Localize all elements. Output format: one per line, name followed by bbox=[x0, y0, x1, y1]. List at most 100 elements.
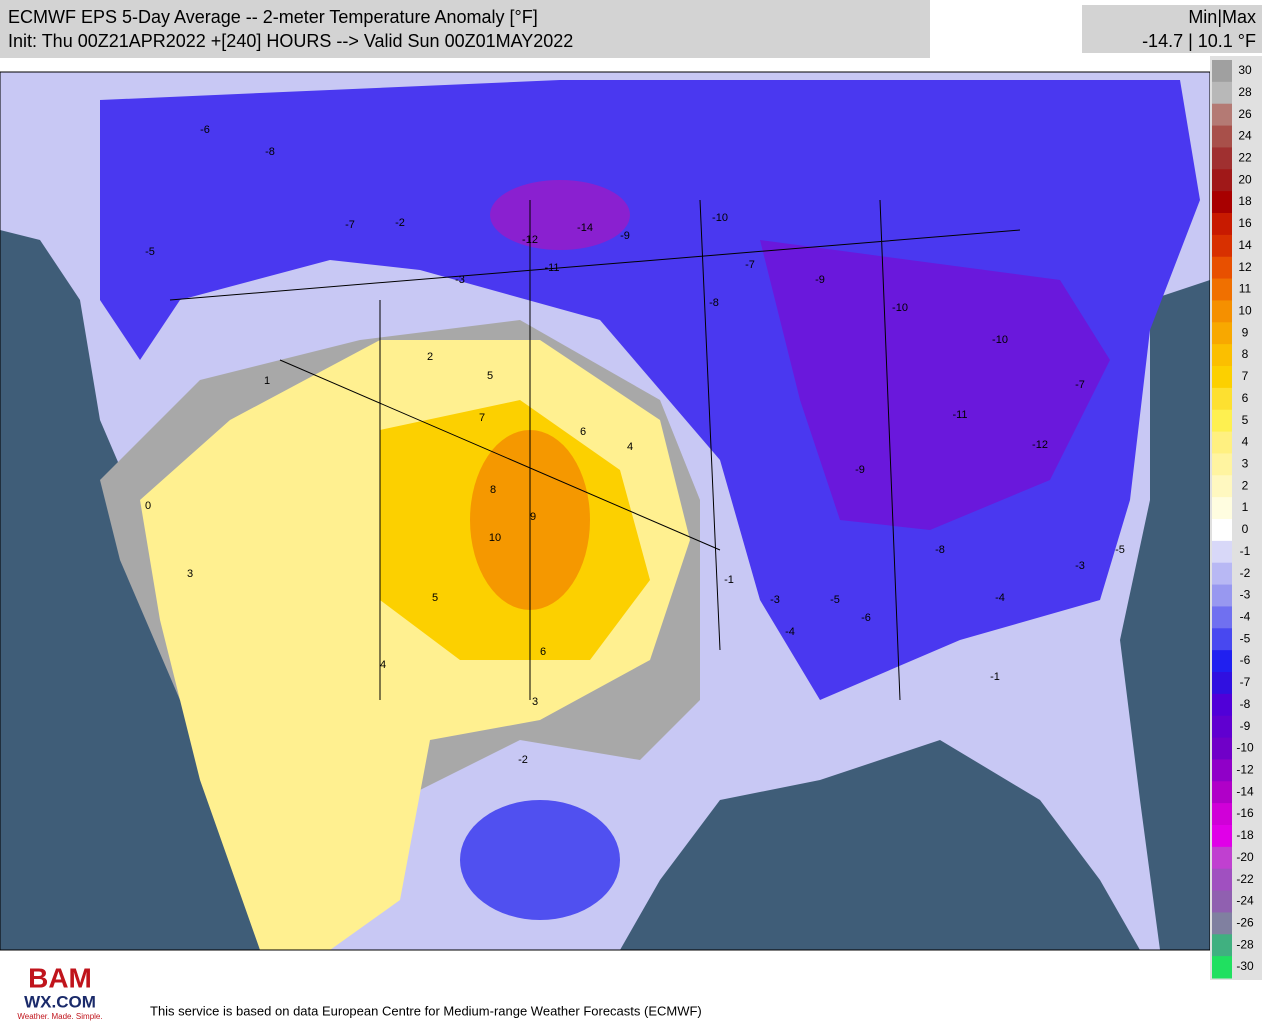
colorbar-swatch bbox=[1212, 606, 1232, 629]
anomaly-label: 5 bbox=[487, 370, 493, 382]
colorbar-swatch bbox=[1212, 737, 1232, 760]
colorbar-tick-label: -3 bbox=[1240, 588, 1251, 602]
colorbar-tick-label: 20 bbox=[1238, 172, 1252, 186]
colorbar-tick-label: -7 bbox=[1240, 675, 1251, 689]
colorbar-tick-label: 5 bbox=[1242, 413, 1249, 427]
cold-core-north bbox=[490, 180, 630, 250]
anomaly-label: -1 bbox=[724, 574, 734, 586]
colorbar-tick-label: 14 bbox=[1238, 238, 1252, 252]
anomaly-label: 4 bbox=[627, 441, 633, 453]
anomaly-label: -5 bbox=[830, 594, 840, 606]
minmax-label: Min|Max bbox=[1188, 7, 1256, 27]
anomaly-label: -4 bbox=[785, 626, 795, 638]
colorbar-tick-label: 6 bbox=[1242, 391, 1249, 405]
colorbar-tick-label: -12 bbox=[1236, 763, 1254, 777]
anomaly-label: -10 bbox=[992, 334, 1008, 346]
colorbar-tick-label: 28 bbox=[1238, 85, 1252, 99]
colorbar-swatch bbox=[1212, 387, 1232, 411]
colorbar-tick-label: 18 bbox=[1238, 194, 1252, 208]
colorbar-tick-label: -4 bbox=[1240, 610, 1251, 624]
anomaly-label: -9 bbox=[620, 230, 630, 242]
anomaly-label: -12 bbox=[522, 234, 538, 246]
logo bbox=[2, 966, 118, 1018]
anomaly-label: -2 bbox=[395, 217, 405, 229]
colorbar-tick-label: 24 bbox=[1238, 129, 1252, 143]
footer-text: This service is based on data European C… bbox=[150, 1003, 702, 1018]
header-title: ECMWF EPS 5-Day Average -- 2-meter Tempe… bbox=[8, 7, 538, 27]
anomaly-label: -11 bbox=[544, 262, 559, 274]
colorbar-tick-label: 30 bbox=[1238, 63, 1252, 77]
colorbar-swatch bbox=[1212, 300, 1232, 323]
anomaly-label: -14 bbox=[577, 222, 593, 234]
colorbar-tick-label: -5 bbox=[1240, 631, 1251, 645]
colorbar-swatch bbox=[1212, 890, 1232, 913]
atlantic-ocean bbox=[1120, 280, 1210, 950]
colorbar-tick-label: -6 bbox=[1240, 653, 1251, 667]
anomaly-label: 1 bbox=[264, 375, 270, 387]
anomaly-label: -1 bbox=[990, 671, 1000, 683]
map-labels: -6 -8 -5 -7 -2 -3 -12 -14 -11 -9 -10 -7 … bbox=[145, 124, 1125, 766]
colorbar-swatch bbox=[1212, 475, 1232, 498]
anomaly-label: -9 bbox=[855, 464, 865, 476]
colorbar-swatch bbox=[1212, 213, 1232, 236]
anomaly-label: -8 bbox=[709, 297, 719, 309]
colorbar-swatch bbox=[1212, 60, 1232, 83]
colorbar-tick-label: -14 bbox=[1236, 784, 1254, 798]
header-subtitle: Init: Thu 00Z21APR2022 +[240] HOURS --> … bbox=[8, 31, 573, 51]
colorbar-tick-label: -18 bbox=[1236, 828, 1254, 842]
colorbar-swatch bbox=[1212, 409, 1232, 433]
colorbar-tick-label: 9 bbox=[1242, 325, 1249, 339]
colorbar-swatch bbox=[1212, 234, 1232, 258]
colorbar-tick-label: 3 bbox=[1242, 457, 1249, 471]
colorbar-swatch bbox=[1212, 846, 1232, 870]
colorbar-tick-label: 4 bbox=[1242, 435, 1249, 449]
colorbar-swatch bbox=[1212, 81, 1232, 105]
colorbar-swatch bbox=[1212, 191, 1232, 214]
colorbar-tick-label: 12 bbox=[1238, 260, 1252, 274]
colorbar-swatch bbox=[1212, 322, 1232, 345]
logo-domain: WX.COM bbox=[24, 992, 96, 1011]
colorbar-tick-label: 11 bbox=[1239, 282, 1252, 296]
colorbar-swatch bbox=[1212, 693, 1232, 717]
colorbar-tick-label: -10 bbox=[1236, 741, 1254, 755]
header-box bbox=[0, 0, 930, 58]
minmax-box bbox=[1082, 5, 1262, 53]
colorbar-swatch bbox=[1212, 934, 1232, 957]
anomaly-label: -3 bbox=[770, 594, 780, 606]
colorbar-tick-label: 2 bbox=[1242, 478, 1249, 492]
anomaly-label: 3 bbox=[532, 696, 538, 708]
colorbar-swatch bbox=[1212, 344, 1232, 367]
anomaly-label: 0 bbox=[145, 500, 151, 512]
anomaly-label: -11 bbox=[952, 409, 967, 421]
cold-mexico bbox=[460, 800, 620, 920]
colorbar-swatch bbox=[1212, 715, 1232, 739]
colorbar-tick-label: -20 bbox=[1236, 850, 1254, 864]
colorbar-swatch bbox=[1212, 169, 1232, 192]
map: -6 -8 -5 -7 -2 -3 -12 -14 -11 -9 -10 -7 … bbox=[0, 71, 1211, 951]
anomaly-label: -2 bbox=[518, 754, 528, 766]
colorbar-tick-label: 22 bbox=[1238, 151, 1252, 165]
colorbar-tick-label: -22 bbox=[1236, 872, 1254, 886]
anomaly-label: -3 bbox=[1075, 560, 1085, 572]
anomaly-label: -7 bbox=[345, 219, 355, 231]
colorbar-tick-label: -1 bbox=[1240, 544, 1251, 558]
colorbar-swatch bbox=[1212, 584, 1232, 607]
colorbar-swatch bbox=[1212, 540, 1232, 564]
anomaly-label: 3 bbox=[187, 568, 193, 580]
colorbar-tick-label: 0 bbox=[1242, 522, 1249, 536]
colorbar-tick-label: 7 bbox=[1242, 369, 1249, 383]
anomaly-label: 8 bbox=[490, 484, 496, 496]
colorbar-swatch bbox=[1212, 453, 1232, 476]
anomaly-label: -10 bbox=[712, 212, 728, 224]
colorbar-swatch bbox=[1212, 868, 1232, 892]
colorbar-swatch bbox=[1212, 497, 1232, 520]
anomaly-label: 6 bbox=[580, 426, 586, 438]
logo-text: BAM bbox=[28, 962, 92, 993]
colorbar-tick-label: -28 bbox=[1236, 937, 1254, 951]
colorbar-tick-label: -16 bbox=[1236, 806, 1254, 820]
state-borders bbox=[169, 199, 1021, 701]
colorbar-swatch bbox=[1212, 650, 1232, 673]
colorbar-tick-label: -2 bbox=[1240, 566, 1251, 580]
